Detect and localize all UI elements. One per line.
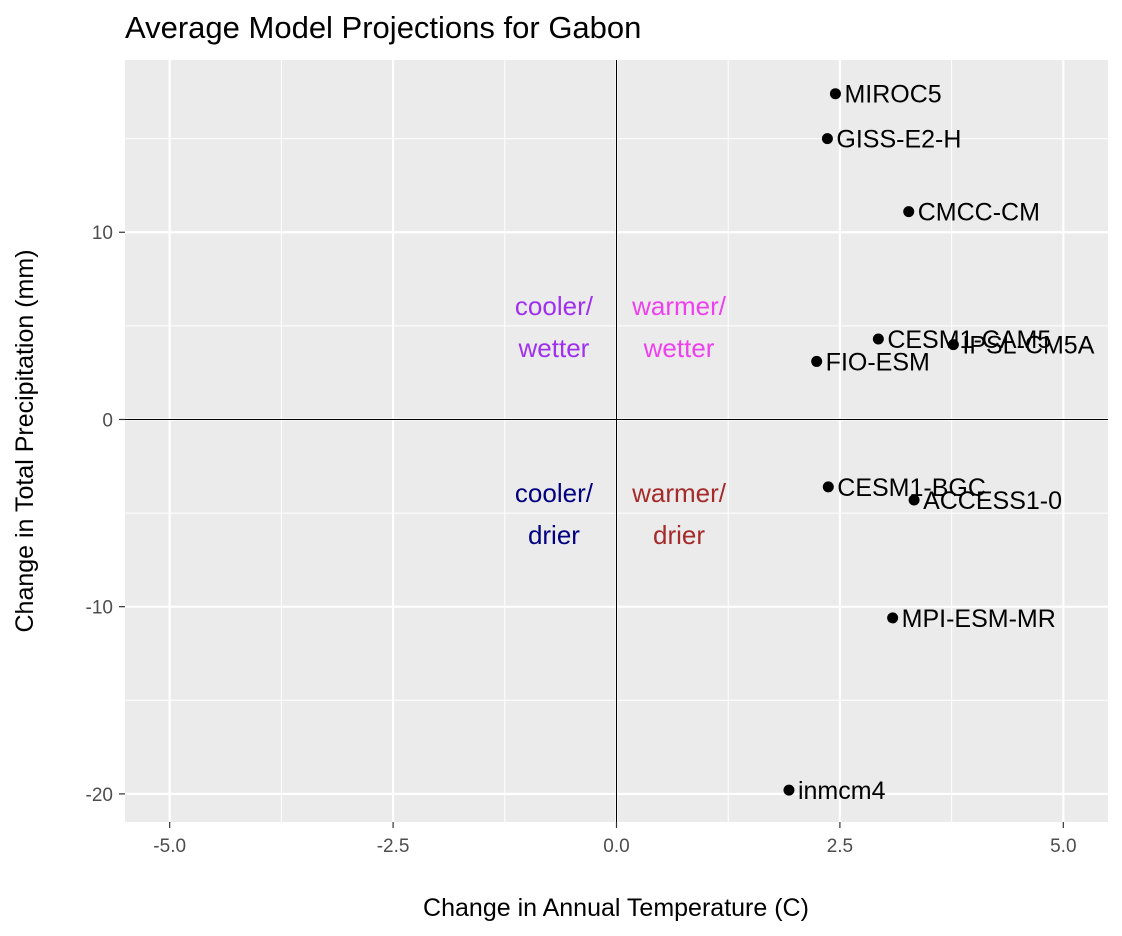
point-label: IPSL-CM5A [962, 332, 1094, 360]
data-point [783, 784, 795, 796]
y-axis-ticks: -20 -10 0 10 [86, 223, 125, 806]
quadrant-label: drier [528, 520, 580, 550]
data-point [947, 339, 959, 351]
quadrant-label: wetter [518, 333, 590, 363]
y-axis-title: Change in Total Precipitation (mm) [11, 249, 39, 632]
point-label: inmcm4 [798, 777, 886, 805]
y-tick-label: 10 [92, 223, 113, 244]
data-point [872, 333, 884, 345]
chart-title: Average Model Projections for Gabon [125, 10, 641, 45]
point-label: ACCESS1-0 [923, 487, 1062, 515]
point-label: MPI-ESM-MR [902, 605, 1056, 633]
data-point [903, 206, 915, 218]
quadrant-label: warmer/ [631, 478, 727, 508]
x-tick-label: 2.5 [827, 836, 853, 857]
point-label: GISS-E2-H [836, 126, 961, 154]
x-tick-label: -5.0 [153, 836, 186, 857]
data-point [829, 88, 841, 100]
data-point [822, 481, 834, 493]
x-axis-ticks: -5.0 -2.5 0.0 2.5 5.0 [153, 822, 1077, 857]
x-axis-title: Change in Annual Temperature (C) [423, 894, 809, 922]
quadrant-label: warmer/ [631, 291, 727, 321]
quadrant-label: cooler/ [515, 291, 594, 321]
x-tick-label: 0.0 [603, 836, 629, 857]
data-point [821, 133, 833, 145]
x-tick-label: -2.5 [377, 836, 410, 857]
data-point [908, 494, 920, 506]
quadrant-label: wetter [643, 333, 715, 363]
reference-lines [125, 60, 1108, 822]
data-point [887, 612, 899, 624]
y-tick-label: -20 [86, 785, 113, 806]
quadrant-label: cooler/ [515, 478, 594, 508]
y-tick-label: 0 [102, 410, 113, 431]
y-tick-label: -10 [86, 598, 113, 619]
point-label: FIO-ESM [826, 348, 930, 376]
quadrant-label: drier [653, 520, 705, 550]
data-point [811, 355, 823, 367]
x-tick-label: 5.0 [1050, 836, 1076, 857]
data-points: MIROC5 GISS-E2-H CMCC-CM CESM1-CAM5IPSL-CM5… [783, 81, 1095, 805]
point-label: CMCC-CM [918, 199, 1040, 227]
point-label: MIROC5 [844, 81, 941, 109]
point-label: CESM1-CAM5 [887, 326, 1051, 354]
quadrant-labels: cooler/wetter warmer/wetter cooler/drier wa… [515, 291, 727, 550]
